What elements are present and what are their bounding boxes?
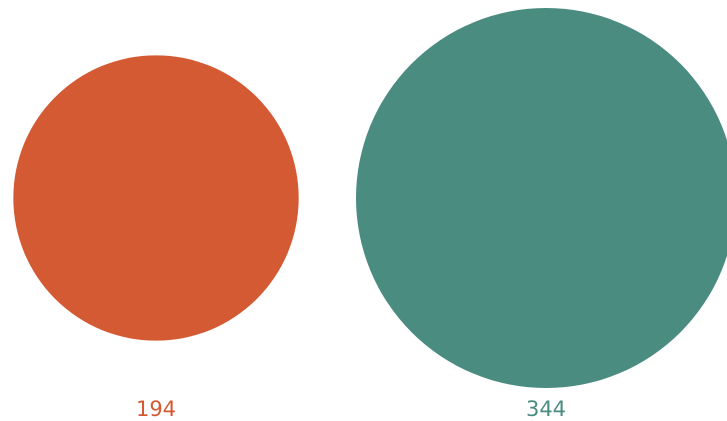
- value-circle: [13, 55, 299, 341]
- value-label: 194: [136, 397, 176, 421]
- value-label: 344: [526, 397, 566, 421]
- value-circle: [356, 8, 727, 388]
